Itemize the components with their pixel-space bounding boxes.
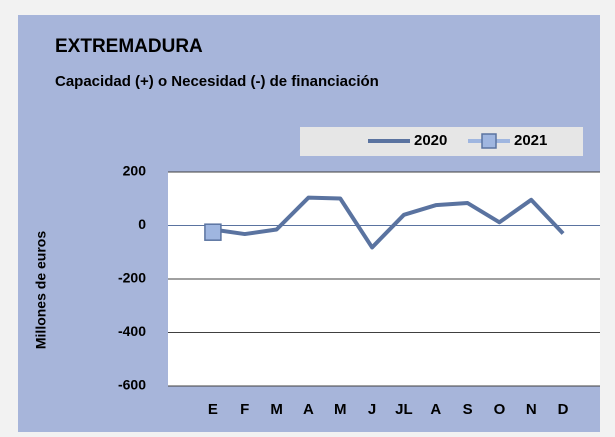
line-series [212,195,565,250]
y-tick-label: -200 [118,270,146,286]
chart-title: EXTREMADURA [55,36,203,57]
point-marker [204,223,222,241]
x-tick-label: A [430,401,441,418]
y-axis-label: Millones de euros [33,231,49,349]
x-tick-label: S [463,401,473,418]
x-tick-label: F [240,401,249,418]
x-tick-label: O [494,401,506,418]
x-tick-label: D [558,401,569,418]
legend-marker [481,133,497,149]
x-tick-label: E [208,401,218,418]
x-tick-label: JL [395,401,413,418]
y-tick-label: -600 [118,377,146,393]
x-tick-label: A [303,401,314,418]
y-tick-label: 200 [123,163,147,179]
y-tick-label: 0 [138,216,146,232]
x-tick-label: J [368,401,376,418]
legend-box [300,127,583,156]
y-tick-label: -400 [118,323,146,339]
x-tick-label: M [334,401,347,418]
legend-label: 2020 [414,132,447,149]
legend-label: 2021 [514,132,547,149]
chart-subtitle: Capacidad (+) o Necesidad (-) de financi… [55,73,379,90]
x-tick-label: N [526,401,537,418]
x-tick-label: M [270,401,283,418]
